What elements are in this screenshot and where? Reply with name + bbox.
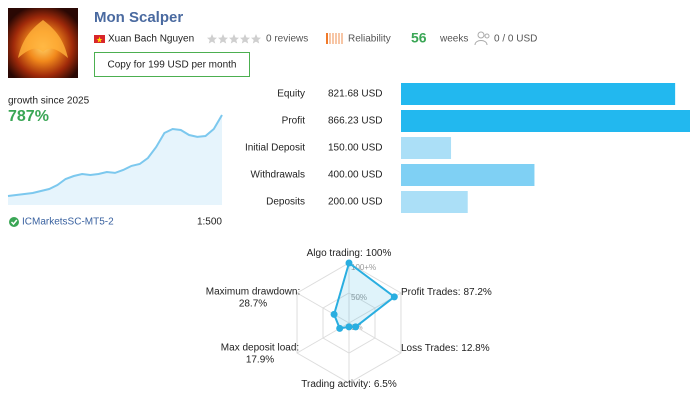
copy-button-label[interactable]: Copy for 199 USD per month xyxy=(108,60,237,71)
balance-bar xyxy=(401,83,676,105)
radar-axis-name: Trading activity: xyxy=(301,379,371,390)
server-name[interactable]: ICMarketsSC-MT5-2 xyxy=(22,217,114,228)
reliability-icon xyxy=(326,33,343,44)
radar-axis-value: 28.7% xyxy=(239,299,267,310)
radar-axis-name: Algo trading: xyxy=(307,248,363,259)
balance-value: 866.23 USD xyxy=(328,116,382,127)
verified-icon xyxy=(9,217,19,227)
verified-check xyxy=(10,219,18,226)
leverage: 1:500 xyxy=(197,217,222,228)
radar-tick-label: 100+% xyxy=(351,263,376,272)
radar-spoke xyxy=(296,292,350,324)
author-name[interactable]: Xuan Bach Nguyen xyxy=(108,34,194,45)
weeks-value: 56 xyxy=(411,30,427,46)
avatar-phoenix xyxy=(18,20,68,58)
radar-axis-label: Algo trading: 100% xyxy=(307,248,392,259)
balance-label: Profit xyxy=(282,116,306,127)
radar-point xyxy=(345,259,353,267)
radar-axis-label: Trading activity: 6.5% xyxy=(301,379,397,390)
growth-line xyxy=(7,114,223,197)
radar-axis-value: 87.2% xyxy=(463,287,491,298)
radar-axis-value: 17.9% xyxy=(246,355,274,366)
balance-label: Initial Deposit xyxy=(245,143,305,154)
radar-axis-label: Max deposit load: xyxy=(221,343,299,354)
copy-button[interactable] xyxy=(94,52,250,77)
weeks-label: weeks xyxy=(439,34,468,45)
radar-axis-name: Loss Trades: xyxy=(401,343,458,354)
subscribers-icon xyxy=(474,31,490,46)
radar-point xyxy=(352,323,360,331)
radar-area xyxy=(333,261,396,330)
radar-point xyxy=(345,323,353,331)
reviews-count[interactable]: 0 reviews xyxy=(266,34,308,45)
radar-axis-label: Maximum drawdown: xyxy=(206,287,300,298)
radar-point xyxy=(336,324,344,332)
balance-label: Equity xyxy=(277,89,305,100)
balance-label: Deposits xyxy=(266,197,305,208)
radar-axis-value: 6.5% xyxy=(374,379,397,390)
radar-point xyxy=(390,293,398,301)
signal-title[interactable]: Mon Scalper xyxy=(94,9,183,26)
radar-point xyxy=(330,310,338,318)
flag-star xyxy=(96,36,103,43)
balance-bar xyxy=(401,137,452,159)
radar-tick-label: 50% xyxy=(351,293,367,302)
subscribers-info: 0 / 0 USD xyxy=(494,34,537,45)
balance-value: 400.00 USD xyxy=(328,170,382,181)
reliability-label: Reliability xyxy=(348,34,391,45)
radar-axis-value: 100% xyxy=(366,248,392,259)
balance-bar xyxy=(401,191,468,213)
radar-axis-value: 12.8% xyxy=(461,343,489,354)
balance-label: Withdrawals xyxy=(251,170,305,181)
radar-axis-label: Loss Trades: 12.8% xyxy=(401,343,490,354)
growth-value: 787% xyxy=(8,108,49,125)
balance-bar xyxy=(401,164,535,186)
balance-value: 150.00 USD xyxy=(328,143,382,154)
growth-label: growth since 2025 xyxy=(8,96,90,107)
radar-axis-name: Profit Trades: xyxy=(401,287,460,298)
balance-bar xyxy=(401,110,690,132)
rating-stars xyxy=(207,34,261,44)
balance-value: 821.68 USD xyxy=(328,89,382,100)
radar-axis-label: Profit Trades: 87.2% xyxy=(401,287,492,298)
balance-value: 200.00 USD xyxy=(328,197,382,208)
